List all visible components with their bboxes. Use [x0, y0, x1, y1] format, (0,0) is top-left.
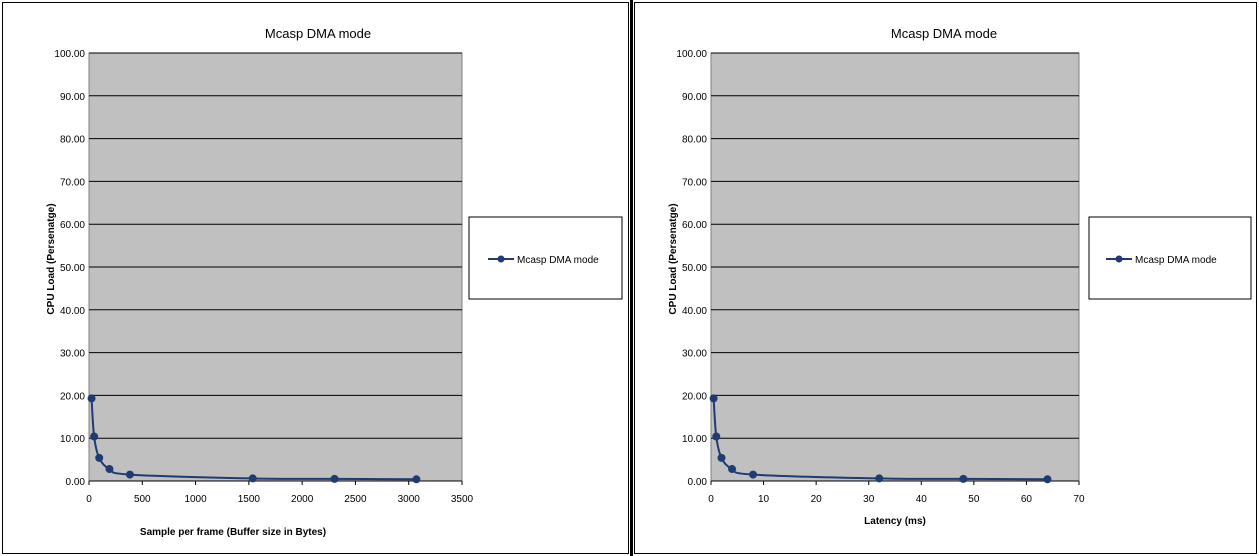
x-tick-label: 0	[708, 494, 714, 505]
data-point	[105, 465, 114, 474]
y-tick-label: 60.00	[682, 220, 707, 231]
legend-label: Mcasp DMA mode	[1135, 255, 1217, 266]
x-tick-labels: 0 500 1000 1500 2000 2500 3000 3500	[86, 481, 474, 505]
y-tick-label: 100.00	[54, 49, 85, 60]
cpu-load-vs-buffer-size-chart: Mcasp DMA mode 0.00 10.00 20.00 30.00 40.00 5…	[46, 26, 623, 538]
y-tick-label: 0.00	[688, 477, 708, 488]
data-point	[959, 474, 968, 483]
y-tick-label: 10.00	[682, 434, 707, 445]
x-tick-label: 1000	[184, 494, 207, 505]
x-tick-label: 500	[134, 494, 151, 505]
x-axis-label: Latency (ms)	[864, 516, 926, 527]
chart-frame-latency: Mcasp DMA mode 0.00 10.00 20.00 30.00 40.00 5…	[634, 2, 1257, 554]
x-tick-label: 1500	[238, 494, 261, 505]
y-tick-label: 80.00	[60, 135, 85, 146]
data-point	[1043, 475, 1052, 484]
y-tick-label: 20.00	[60, 391, 85, 402]
x-axis-label: Sample per frame (Buffer size in Bytes)	[140, 527, 326, 538]
y-tick-label: 100.00	[676, 49, 707, 60]
legend-label: Mcasp DMA mode	[517, 255, 599, 266]
series-layer	[87, 394, 421, 484]
data-point	[95, 453, 104, 462]
x-tick-label: 2000	[291, 494, 314, 505]
x-tick-label: 10	[758, 494, 770, 505]
data-point	[330, 474, 339, 483]
y-tick-label: 10.00	[60, 434, 85, 445]
y-axis-label: CPU Load (Persenatge)	[668, 203, 679, 314]
legend: Mcasp DMA mode	[1088, 216, 1252, 300]
x-tick-label: 20	[811, 494, 823, 505]
legend-dot-marker	[497, 255, 505, 263]
y-tick-label: 50.00	[682, 263, 707, 274]
x-tick-label: 70	[1073, 494, 1085, 505]
data-point	[90, 432, 99, 441]
chart-frame-buffer-size: Mcasp DMA mode 0.00 10.00 20.00 30.00 40.00 5…	[2, 2, 629, 554]
y-tick-label: 20.00	[682, 391, 707, 402]
data-point	[709, 394, 718, 403]
x-tick-label: 60	[1021, 494, 1033, 505]
x-tick-label: 40	[916, 494, 928, 505]
x-tick-label: 3000	[398, 494, 421, 505]
x-tick-label: 50	[968, 494, 980, 505]
data-point	[87, 394, 96, 403]
y-tick-label: 40.00	[682, 306, 707, 317]
y-tick-label: 70.00	[682, 177, 707, 188]
y-axis-label: CPU Load (Persenatge)	[46, 203, 57, 314]
y-tick-label: 70.00	[60, 177, 85, 188]
y-tick-label: 0.00	[66, 477, 86, 488]
data-point	[125, 470, 134, 479]
y-tick-label: 30.00	[682, 349, 707, 360]
legend: Mcasp DMA mode	[468, 216, 623, 300]
cpu-load-vs-latency-chart: Mcasp DMA mode 0.00 10.00 20.00 30.00 40.00 5…	[668, 26, 1252, 527]
data-point	[875, 474, 884, 483]
data-point	[412, 475, 421, 484]
data-point	[712, 432, 721, 441]
chart-title: Mcasp DMA mode	[265, 26, 371, 41]
y-tick-label: 90.00	[60, 92, 85, 103]
y-tick-label: 90.00	[682, 92, 707, 103]
data-point	[749, 470, 758, 479]
grid-lines	[711, 52, 1079, 482]
data-point	[717, 453, 726, 462]
y-tick-label: 30.00	[60, 349, 85, 360]
y-tick-label: 50.00	[60, 263, 85, 274]
y-tick-labels: 0.00 10.00 20.00 30.00 40.00 50.00 60.00 70.00 8…	[676, 49, 707, 488]
legend-dot-marker	[1115, 255, 1123, 263]
y-tick-labels: 0.00 10.00 20.00 30.00 40.00 50.00 60.00 70.00 8…	[54, 49, 85, 488]
y-tick-label: 40.00	[60, 306, 85, 317]
x-tick-label: 0	[86, 494, 92, 505]
grid-lines	[89, 52, 462, 482]
y-tick-label: 80.00	[682, 135, 707, 146]
x-tick-labels: 0 10 20 30 40 50 60 70	[708, 481, 1085, 505]
chart-title: Mcasp DMA mode	[891, 26, 997, 41]
data-point	[248, 474, 257, 483]
chart-divider	[630, 0, 633, 556]
x-tick-label: 3500	[451, 494, 474, 505]
x-tick-label: 2500	[344, 494, 367, 505]
x-tick-label: 30	[863, 494, 875, 505]
y-tick-label: 60.00	[60, 220, 85, 231]
series-layer	[709, 394, 1052, 484]
data-point	[728, 465, 737, 474]
